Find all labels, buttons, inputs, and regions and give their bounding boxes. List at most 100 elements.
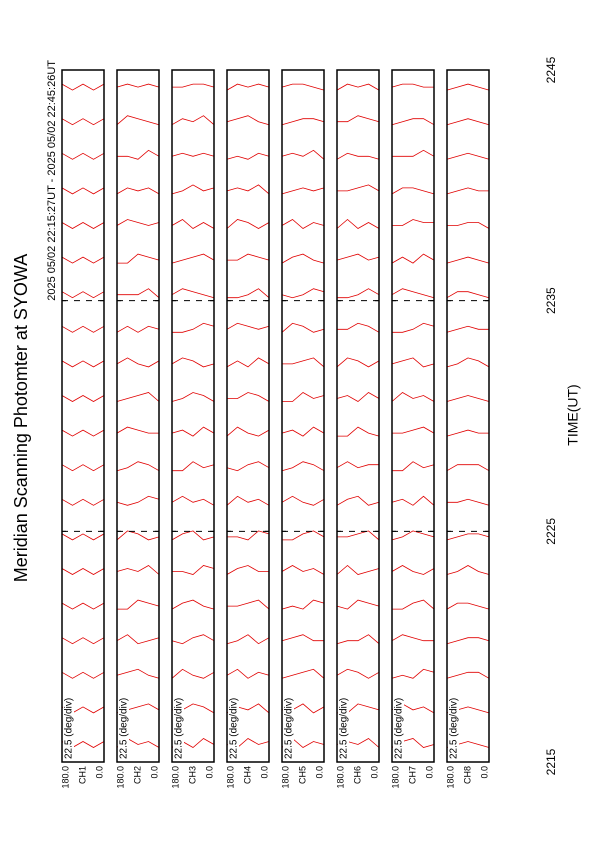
scan-trace (446, 565, 490, 575)
scan-trace (336, 392, 380, 402)
scale-label-bg (228, 699, 239, 761)
scan-trace (61, 291, 105, 299)
scan-trace (226, 322, 270, 330)
scan-trace (171, 530, 215, 541)
scan-trace (336, 564, 380, 575)
scan-trace (61, 464, 105, 472)
scan-trace (116, 634, 160, 645)
y-tick-label: 180.0 (445, 766, 455, 789)
scale-label: 22.5 (deg/div) (174, 698, 185, 759)
scan-trace (281, 322, 325, 333)
scan-trace (171, 152, 215, 157)
y-tick-label: 180.0 (335, 766, 345, 789)
scan-trace (281, 149, 325, 160)
scan-trace (61, 222, 105, 229)
scan-trace (227, 253, 270, 261)
scan-trace (226, 219, 270, 229)
scan-trace (61, 498, 105, 506)
scan-trace (171, 634, 215, 645)
scan-trace (61, 325, 105, 333)
x-tick-label: 2235 (544, 287, 558, 314)
scan-trace (226, 461, 270, 472)
scan-trace (171, 253, 215, 264)
scan-trace (116, 668, 160, 679)
chart-subtitle: 2025 05/02 22:15:27UT - 2025 05/02 22:45… (46, 60, 58, 301)
x-tick-label: 2225 (544, 518, 558, 545)
scale-label-bg (448, 699, 459, 761)
y-tick-label: 0.0 (204, 766, 214, 779)
y-tick-label: 0.0 (259, 766, 269, 779)
scan-trace (61, 395, 105, 402)
scan-trace (336, 634, 380, 645)
scan-trace (391, 253, 435, 264)
scan-trace (226, 634, 270, 645)
scan-trace (116, 392, 160, 402)
scan-trace (446, 325, 489, 333)
scan-trace (171, 426, 215, 437)
panel-frame (171, 69, 215, 763)
scan-trace (61, 637, 105, 645)
scan-trace (226, 495, 270, 506)
scan-trace (447, 498, 490, 506)
scan-trace (61, 533, 105, 541)
scan-trace (61, 671, 105, 679)
scan-trace (116, 115, 160, 126)
scan-trace (226, 115, 270, 126)
scan-trace (336, 218, 380, 229)
scan-trace (336, 253, 380, 261)
scan-trace (61, 429, 105, 437)
scan-trace (172, 565, 215, 575)
y-tick-label: 180.0 (390, 766, 400, 789)
scan-trace (116, 530, 160, 541)
scale-label: 22.5 (deg/div) (449, 698, 460, 759)
x-axis-label: TIME(UT) (565, 384, 581, 445)
y-tick-label: 0.0 (149, 766, 159, 779)
scan-trace (446, 533, 490, 541)
scan-trace (447, 222, 490, 229)
panel-frame (226, 69, 270, 763)
scan-trace (446, 464, 490, 472)
scan-trace (116, 565, 160, 575)
scale-label-bg (173, 699, 184, 761)
scan-trace (171, 599, 215, 610)
scan-trace (281, 118, 325, 126)
scan-trace (281, 426, 325, 437)
scan-trace (116, 495, 160, 506)
scale-label: 22.5 (deg/div) (119, 698, 130, 759)
scan-trace (116, 426, 159, 434)
scan-trace (391, 357, 435, 368)
scan-trace (227, 392, 270, 402)
scale-label: 22.5 (deg/div) (339, 698, 350, 759)
chart-title: Meridian Scanning Photomter at SYOWA (11, 254, 31, 582)
scan-trace (117, 149, 160, 160)
scan-trace (226, 668, 270, 679)
y-tick-label: 0.0 (424, 766, 434, 779)
scan-trace (392, 599, 435, 610)
panel-frame (281, 69, 325, 763)
scan-trace (61, 118, 105, 126)
scan-trace (391, 668, 435, 679)
scan-trace (172, 461, 215, 472)
panel-frame (336, 69, 380, 763)
scan-trace (227, 599, 270, 610)
y-tick-label: 180.0 (225, 766, 235, 789)
scan-trace (281, 495, 325, 506)
scan-trace (171, 495, 215, 506)
scan-trace (171, 288, 215, 299)
scan-trace (391, 495, 435, 506)
scan-trace (172, 83, 215, 88)
scan-trace (171, 392, 215, 402)
panel-frame (61, 69, 105, 763)
panel-frame (116, 69, 160, 763)
scan-trace (61, 568, 105, 575)
channel-label: CH6 (352, 766, 362, 784)
scan-trace (116, 219, 160, 226)
y-tick-label: 180.0 (115, 766, 125, 789)
scan-trace (61, 187, 105, 195)
scan-trace (61, 360, 105, 368)
panel-frame (391, 69, 435, 763)
scan-trace (446, 637, 490, 645)
scan-trace (337, 530, 380, 541)
scan-trace (226, 152, 270, 160)
scan-trace (446, 83, 490, 91)
